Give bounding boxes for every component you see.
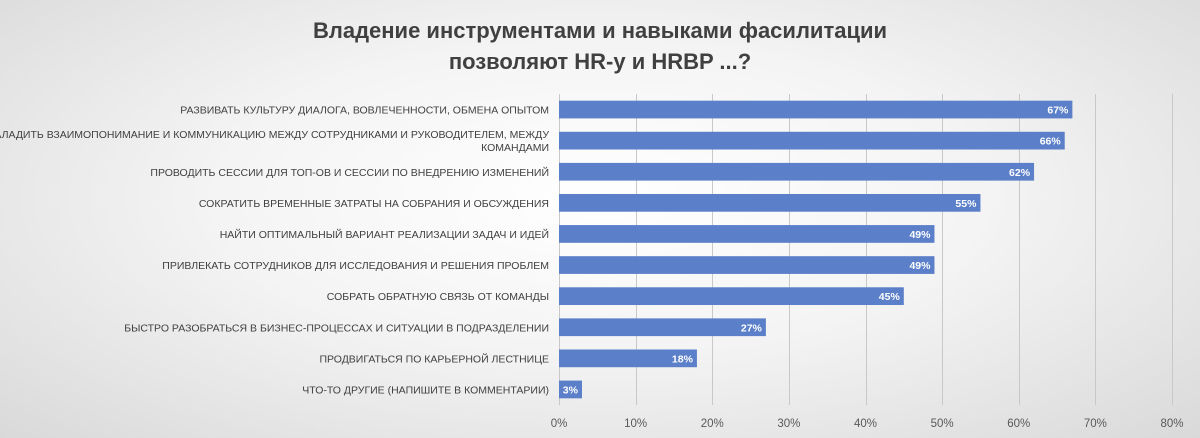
category-labels: РАЗВИВАТЬ КУЛЬТУРУ ДИАЛОГА, ВОВЛЕЧЕННОСТ… <box>0 105 549 397</box>
bar <box>559 193 981 212</box>
bar <box>559 256 935 274</box>
x-tick-label: 80% <box>1160 418 1183 430</box>
category-label: КОМАНДАМИ <box>481 142 549 154</box>
bars: 67% 66% 62% 55% 49% 49% 45% 27% 18% 3% <box>559 100 1073 399</box>
bar <box>559 349 697 368</box>
category-label: ПРИВЛЕКАТЬ СОТРУДНИКОВ ДЛЯ ИССЛЕДОВАНИЯ … <box>162 260 549 272</box>
data-label: 27% <box>741 322 763 334</box>
data-label: 62% <box>1009 167 1031 179</box>
category-label: НАЛАДИТЬ ВЗАИМОПОНИМАНИЕ И КОММУНИКАЦИЮ … <box>0 129 549 141</box>
category-label: ПРОВОДИТЬ СЕССИИ ДЛЯ ТОП-ОВ И СЕССИИ ПО … <box>150 166 549 179</box>
chart-title: Владение инструментами и навыками фасили… <box>313 18 887 74</box>
data-label: 49% <box>909 260 931 272</box>
chart-title-line-1: Владение инструментами и навыками фасили… <box>313 18 887 43</box>
x-tick-label: 0% <box>551 418 568 430</box>
bar <box>559 131 1065 150</box>
x-tick-label: 60% <box>1007 418 1030 430</box>
category-label: СОКРАТИТЬ ВРЕМЕННЫЕ ЗАТРАТЫ НА СОБРАНИЯ … <box>199 198 549 210</box>
category-label: НАЙТИ ОПТИМАЛЬНЫЙ ВАРИАНТ РЕАЛИЗАЦИИ ЗАД… <box>220 228 549 241</box>
bar <box>559 380 582 399</box>
x-tick-label: 30% <box>777 418 800 430</box>
x-tick-label: 70% <box>1084 418 1107 430</box>
data-label: 66% <box>1040 136 1062 148</box>
bar <box>559 318 766 337</box>
data-label: 55% <box>955 198 977 210</box>
category-label: ЧТО-ТО ДРУГИЕ (НАПИШИТЕ В КОММЕНТАРИИ) <box>302 384 549 396</box>
bar <box>559 162 1035 181</box>
chart-title-line-2: позволяют HR-у и HRBP ...? <box>449 49 751 74</box>
x-tick-label: 40% <box>854 418 877 430</box>
data-label: 3% <box>563 384 579 396</box>
category-label: ПРОДВИГАТЬСЯ ПО КАРЬЕРНОЙ ЛЕСТНИЦЕ <box>319 352 549 365</box>
data-label: 49% <box>909 229 931 241</box>
data-label: 45% <box>879 291 901 303</box>
category-label: СОБРАТЬ ОБРАТНУЮ СВЯЗЬ ОТ КОМАНДЫ <box>327 291 549 303</box>
bar <box>559 287 904 306</box>
x-tick-label: 10% <box>624 418 647 430</box>
data-label: 67% <box>1047 105 1069 117</box>
x-tick-label: 50% <box>931 418 954 430</box>
data-label: 18% <box>672 353 694 365</box>
bar <box>559 225 935 243</box>
bar <box>559 100 1073 119</box>
category-label: БЫСТРО РАЗОБРАТЬСЯ В БИЗНЕС-ПРОЦЕССАХ И … <box>124 322 549 334</box>
x-tick-label: 20% <box>701 418 724 430</box>
x-axis-tick-labels: 0% 10% 20% 30% 40% 50% 60% 70% 80% <box>551 418 1184 430</box>
category-label: РАЗВИВАТЬ КУЛЬТУРУ ДИАЛОГА, ВОВЛЕЧЕННОСТ… <box>180 105 549 117</box>
